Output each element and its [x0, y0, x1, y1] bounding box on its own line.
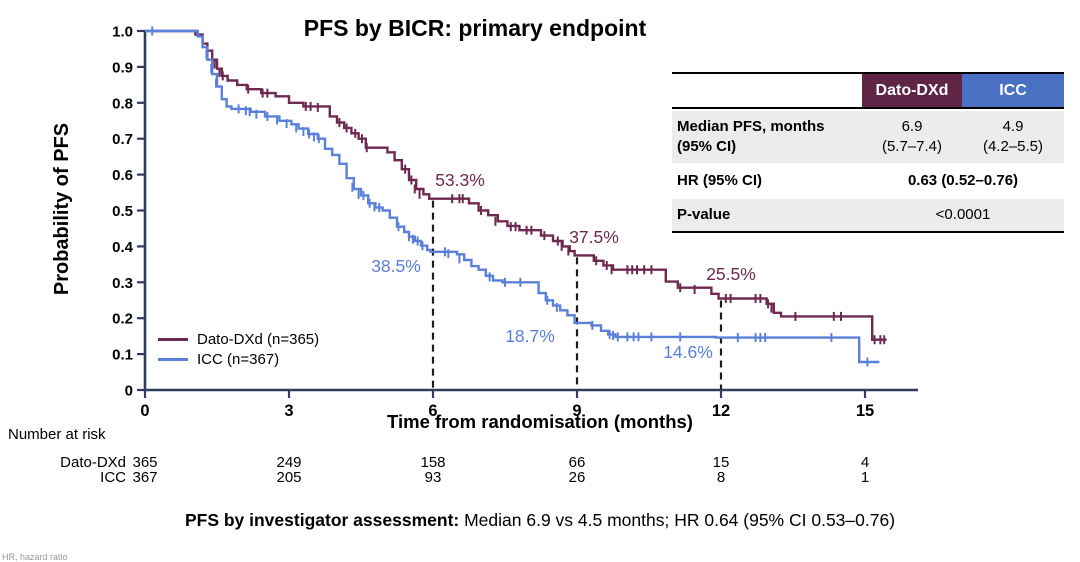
landmark-label-37.5%: 37.5%: [569, 227, 619, 247]
median-pfs-label-line2: (95% CI): [677, 138, 737, 155]
risk-count-dato-dxd-12mo: 15: [713, 454, 730, 471]
risk-count-icc-3mo: 205: [276, 469, 301, 486]
y-tick-label: 0.2: [112, 311, 133, 328]
investigator-summary-heading: PFS by investigator assessment:: [184, 510, 460, 530]
risk-count-dato-dxd-6mo: 158: [420, 454, 445, 471]
risk-count-icc-9mo: 26: [569, 469, 586, 486]
chart-title: PFS by BICR: primary endpoint: [303, 15, 647, 41]
landmark-label-38.5%: 38.5%: [371, 256, 421, 276]
median-pfs-row: Median PFS, months (95% CI) 6.9 (5.7–7.4…: [672, 111, 1064, 163]
y-tick-label: 0.7: [112, 131, 133, 148]
y-tick-label: 0.6: [112, 167, 133, 184]
median-pfs-icc: 4.9 (4.2–5.5): [962, 111, 1064, 163]
risk-row-label-dato: Dato-DXd: [60, 454, 126, 471]
legend: Dato-DXd (n=365) ICC (n=367): [158, 329, 319, 369]
y-tick-label: 0.1: [112, 347, 133, 364]
hr-value: 0.63 (0.52–0.76): [907, 172, 1019, 189]
x-tick-label: 12: [712, 402, 730, 420]
legend-item-dato: Dato-DXd (n=365): [158, 329, 319, 349]
x-tick-label: 9: [572, 402, 581, 420]
y-tick-label: 0.5: [112, 203, 133, 220]
x-tick-label: 0: [140, 402, 149, 420]
hr-label: HR (95% CI): [677, 172, 763, 189]
y-tick-label: 0: [125, 383, 133, 400]
x-axis-label: Time from randomisation (months): [387, 411, 693, 432]
results-table-header-row: Dato-DXd ICC: [672, 74, 1064, 109]
median-pfs-dato-value: 6.9: [901, 118, 923, 135]
risk-count-dato-dxd-15mo: 4: [861, 454, 869, 471]
pvalue-row: P-value <0.0001: [672, 199, 1064, 231]
risk-row-label-icc: ICC: [100, 469, 126, 486]
number-at-risk-title: Number at risk: [8, 426, 106, 443]
risk-count-icc-6mo: 93: [425, 469, 442, 486]
landmark-label-53.3%: 53.3%: [435, 170, 485, 190]
legend-label-icc: ICC (n=367): [197, 350, 280, 368]
investigator-summary-text: Median 6.9 vs 4.5 months; HR 0.64 (95% C…: [459, 510, 896, 530]
x-tick-label: 3: [284, 402, 293, 420]
legend-item-icc: ICC (n=367): [158, 349, 319, 369]
x-tick-label: 6: [428, 402, 437, 420]
results-table-corner: [672, 74, 862, 107]
risk-count-dato-dxd-3mo: 249: [276, 454, 301, 471]
results-table-header-icc: ICC: [962, 74, 1064, 107]
risk-count-icc-15mo: 1: [861, 469, 869, 486]
x-tick-label: 15: [856, 402, 874, 420]
y-tick-label: 0.8: [112, 95, 133, 112]
pvalue-value: <0.0001: [862, 199, 1064, 231]
results-table-header-dato: Dato-DXd: [862, 74, 962, 107]
y-tick-label: 0.3: [112, 275, 133, 292]
dato-line-swatch: [158, 337, 188, 341]
pvalue-label: P-value: [672, 199, 862, 231]
risk-count-dato-dxd-0mo: 365: [132, 454, 157, 471]
y-tick-label: 1.0: [112, 24, 133, 41]
median-pfs-icc-value: 4.9: [1002, 118, 1024, 135]
landmark-label-25.5%: 25.5%: [706, 264, 756, 284]
y-tick-label: 0.9: [112, 59, 133, 76]
risk-count-icc-12mo: 8: [717, 469, 725, 486]
icc-line-swatch: [158, 357, 188, 361]
y-axis-label: Probability of PFS: [51, 122, 73, 296]
risk-count-icc-0mo: 367: [132, 469, 157, 486]
median-pfs-dato: 6.9 (5.7–7.4): [862, 111, 962, 163]
landmark-label-14.6%: 14.6%: [663, 342, 713, 362]
hr-row: HR (95% CI) 0.63 (0.52–0.76): [672, 165, 1064, 197]
investigator-summary: PFS by investigator assessment: Median 6…: [0, 510, 1080, 531]
km-curve-dato-dxd: [145, 29, 887, 341]
median-pfs-icc-ci: (4.2–5.5): [982, 138, 1044, 155]
median-pfs-label-line1: Median PFS, months: [677, 118, 825, 135]
risk-count-dato-dxd-9mo: 66: [569, 454, 586, 471]
median-pfs-dato-ci: (5.7–7.4): [881, 138, 943, 155]
median-pfs-label: Median PFS, months (95% CI): [672, 111, 862, 163]
results-table: Dato-DXd ICC Median PFS, months (95% CI)…: [672, 72, 1064, 233]
legend-label-dato: Dato-DXd (n=365): [197, 330, 320, 348]
y-tick-label: 0.4: [112, 239, 134, 256]
footnote-fragment: HR, hazard ratio: [2, 552, 68, 562]
landmark-label-18.7%: 18.7%: [505, 326, 555, 346]
